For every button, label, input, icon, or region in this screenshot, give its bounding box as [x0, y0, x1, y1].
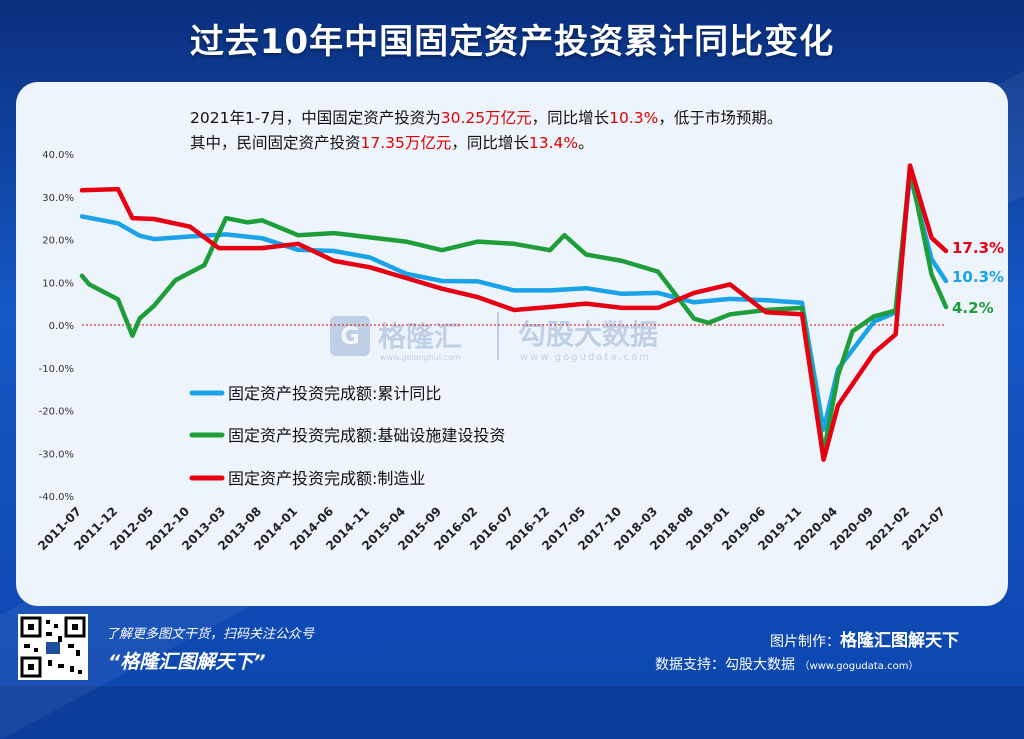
qr-code — [18, 614, 88, 680]
summary-1-text-b: ，同比增长 — [531, 109, 610, 127]
footer-made-by: 图片制作：格隆汇图解天下 — [770, 626, 959, 651]
watermark-domain-2: www.gogudata.com — [520, 352, 651, 363]
footer-tagline: 了解更多图文干货，扫码关注公众号 — [106, 627, 315, 642]
y-tick-label: -10.0% — [39, 364, 74, 375]
footer-source-url: （www.gogudata.com） — [799, 661, 919, 672]
series-line — [79, 163, 949, 462]
y-tick-label: -20.0% — [39, 407, 74, 418]
series-line — [79, 173, 949, 432]
watermark-logo-letter: G — [340, 322, 360, 350]
footer-made-value: 格隆汇图解天下 — [840, 631, 959, 651]
summary-2-text-c: 。 — [578, 134, 594, 152]
y-tick-label: 10.0% — [42, 278, 74, 289]
watermark-text: 格隆汇 — [378, 320, 462, 353]
series-end-label: 17.3% — [952, 239, 1004, 257]
summary-2-value-private: 17.35万亿元 — [360, 134, 452, 152]
summary-2-text-b: ，同比增长 — [451, 134, 529, 152]
summary-line-1: 2021年1-7月，中国固定资产投资为30.25万亿元，同比增长10.3%，低于… — [190, 106, 782, 128]
series-end-label: 10.3% — [952, 268, 1004, 286]
watermark: G 格隆汇 www.gelonghui.com 勾股大数据 www.goguda… — [330, 312, 658, 363]
series-lines — [79, 163, 949, 462]
legend-entry: 固定资产投资完成额:累计同比 — [228, 384, 441, 403]
summary-1-value-growth: 10.3% — [609, 109, 659, 127]
y-tick-label: 0.0% — [49, 321, 74, 332]
y-tick-label: 20.0% — [42, 236, 74, 247]
y-axis: 40.0% 30.0% 20.0% 10.0% 0.0% -10.0% -20.0% -30.… — [39, 150, 74, 503]
summary-1-text-a: 2021年1-7月，中国固定资产投资为 — [190, 109, 441, 127]
summary-2-value-growth: 13.4% — [528, 134, 579, 152]
legend-entry: 固定资产投资完成额:基础设施建设投资 — [228, 426, 505, 445]
legend-entry: 固定资产投资完成额:制造业 — [228, 469, 425, 488]
footer-source: 数据支持：勾股大数据 （www.gogudata.com） — [655, 654, 918, 674]
legend: 固定资产投资完成额:累计同比固定资产投资完成额:基础设施建设投资固定资产投资完成… — [189, 384, 505, 488]
y-tick-label: 30.0% — [42, 193, 74, 204]
summary-line-2: 其中，民间固定资产投资17.35万亿元，同比增长13.4%。 — [190, 131, 594, 153]
summary-1-value-total: 30.25万亿元 — [440, 109, 532, 127]
y-tick-label: 40.0% — [42, 150, 74, 161]
y-tick-label: -30.0% — [39, 449, 74, 460]
y-tick-label: -40.0% — [39, 492, 74, 503]
series-end-labels: 10.3% 4.2% 17.3% — [952, 239, 1004, 317]
watermark-logo-icon — [330, 316, 370, 356]
watermark-text-2: 勾股大数据 — [518, 318, 658, 351]
footer-slogan: “格隆汇图解天下” — [108, 651, 266, 673]
watermark-domain: www.gelonghui.com — [380, 353, 461, 362]
x-axis: 2011-072011-122012-052012-102013-032013-… — [35, 504, 948, 553]
chart-panel — [16, 82, 1008, 606]
summary-2-text-a: 其中，民间固定资产投资 — [190, 134, 361, 152]
footer-made-label: 图片制作： — [770, 634, 840, 650]
page-title: 过去10年中国固定资产投资累计同比变化 — [189, 22, 835, 62]
line-chart: G 格隆汇 www.gelonghui.com 勾股大数据 www.goguda… — [35, 150, 1004, 553]
series-line — [79, 166, 949, 456]
watermark-divider — [497, 312, 499, 360]
series-end-label: 4.2% — [952, 299, 994, 317]
summary-1-text-c: ，低于市场预期。 — [658, 109, 783, 127]
footer-source-label: 数据支持： — [655, 657, 725, 673]
qr-code-icon — [20, 616, 86, 678]
footer-source-value: 勾股大数据 — [725, 657, 795, 673]
